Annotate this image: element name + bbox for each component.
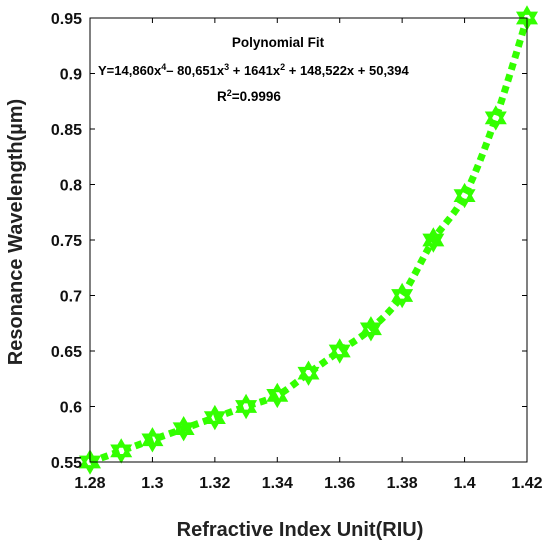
x-tick-label-7: 1.42 — [511, 475, 542, 492]
data-point-11 — [422, 227, 445, 253]
y-tick-label-2: 0.65 — [51, 344, 82, 361]
fit-title: Polynomial Fit — [232, 35, 325, 50]
data-point-3 — [172, 415, 195, 442]
x-tick-label-4: 1.36 — [324, 475, 355, 492]
equation-exp-1: 4 — [161, 62, 166, 72]
data-point-8 — [328, 338, 351, 364]
series-layer — [78, 5, 539, 475]
x-tick-label-1: 1.3 — [141, 475, 163, 492]
equation-exp-2: 3 — [224, 62, 229, 72]
ticks-layer: 1.28 1.3 1.32 1.34 1.36 1.38 1.4 1.42 0.55 0.6 0.6… — [51, 11, 543, 492]
data-point-7 — [297, 360, 320, 386]
y-tick-label-7: 0.9 — [60, 67, 82, 84]
data-point-13 — [484, 105, 507, 131]
data-point-1 — [110, 438, 133, 464]
equation-exp-3: 2 — [280, 62, 285, 72]
x-axis-title: Refractive Index Unit(RIU) — [177, 519, 424, 541]
y-tick-label-6: 0.85 — [51, 122, 82, 139]
fit-equation: Y=14,860x4– 80,651x3 + 1641x2 + 148,522x… — [98, 62, 410, 78]
x-tick-label-3: 1.34 — [262, 475, 293, 492]
y-tick-label-5: 0.8 — [60, 178, 82, 195]
equation-part-2: – 80,651x — [166, 63, 225, 78]
y-tick-label-8: 0.95 — [51, 11, 82, 28]
plot-background — [90, 18, 527, 462]
y-tick-label-3: 0.7 — [60, 289, 82, 306]
y-tick-label-1: 0.6 — [60, 400, 82, 417]
y-axis-title: Resonance Wavelength(µm) — [5, 99, 27, 365]
data-point-2 — [141, 427, 164, 453]
r-squared-part-1: R — [217, 89, 227, 104]
equation-part-1: Y=14,860x — [98, 63, 162, 78]
data-point-5 — [235, 393, 258, 420]
r-squared-part-2: =0.9996 — [232, 89, 282, 104]
data-point-10 — [391, 282, 414, 309]
x-tick-label-2: 1.32 — [199, 475, 230, 492]
x-tick-label-6: 1.4 — [453, 475, 475, 492]
equation-part-4: + 148,522x + 50,394 — [285, 63, 409, 78]
y-tick-label-4: 0.75 — [51, 233, 82, 250]
x-tick-label-5: 1.38 — [387, 475, 418, 492]
y-tick-label-0: 0.55 — [51, 455, 82, 472]
data-point-12 — [453, 182, 476, 209]
equation-part-3: + 1641x — [229, 63, 281, 78]
data-point-4 — [203, 404, 226, 431]
r-squared: R2=0.9996 — [217, 88, 281, 104]
data-point-6 — [266, 382, 289, 409]
data-point-9 — [359, 316, 382, 342]
x-tick-label-0: 1.28 — [74, 475, 105, 492]
r-squared-exp: 2 — [227, 88, 232, 98]
